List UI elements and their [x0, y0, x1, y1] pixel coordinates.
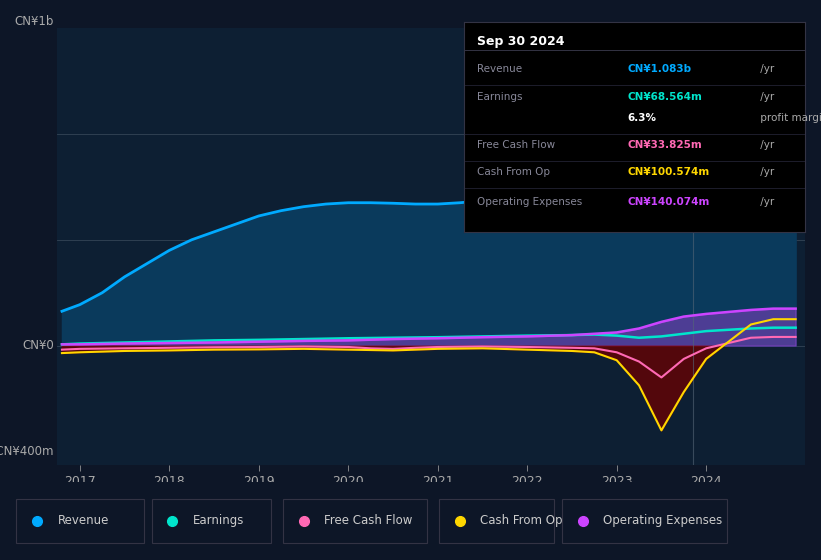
Text: /yr: /yr	[757, 140, 774, 150]
Text: /yr: /yr	[757, 197, 774, 207]
Text: Earnings: Earnings	[193, 514, 245, 528]
Text: /yr: /yr	[757, 64, 774, 74]
Text: Revenue: Revenue	[478, 64, 523, 74]
Text: CN¥1.083b: CN¥1.083b	[627, 64, 691, 74]
Text: CN¥140.074m: CN¥140.074m	[627, 197, 710, 207]
Bar	[283, 499, 427, 543]
Text: Cash From Op: Cash From Op	[478, 167, 551, 178]
Text: Free Cash Flow: Free Cash Flow	[478, 140, 556, 150]
Text: Operating Expenses: Operating Expenses	[603, 514, 722, 528]
Text: Earnings: Earnings	[478, 92, 523, 102]
Text: Free Cash Flow: Free Cash Flow	[324, 514, 413, 528]
Text: Cash From Op: Cash From Op	[480, 514, 562, 528]
Text: CN¥0: CN¥0	[22, 339, 53, 352]
Text: CN¥33.825m: CN¥33.825m	[627, 140, 702, 150]
Text: Operating Expenses: Operating Expenses	[478, 197, 583, 207]
Text: /yr: /yr	[757, 92, 774, 102]
Text: Revenue: Revenue	[57, 514, 109, 528]
Bar	[16, 499, 144, 543]
Bar	[152, 499, 271, 543]
Text: profit margin: profit margin	[757, 113, 821, 123]
Text: -CN¥400m: -CN¥400m	[0, 445, 53, 458]
Text: CN¥1b: CN¥1b	[14, 15, 53, 28]
Bar	[439, 499, 554, 543]
Text: /yr: /yr	[757, 167, 774, 178]
Text: Sep 30 2024: Sep 30 2024	[478, 35, 565, 48]
Text: CN¥68.564m: CN¥68.564m	[627, 92, 702, 102]
Bar	[562, 499, 727, 543]
Text: CN¥100.574m: CN¥100.574m	[627, 167, 709, 178]
Text: 6.3%: 6.3%	[627, 113, 657, 123]
